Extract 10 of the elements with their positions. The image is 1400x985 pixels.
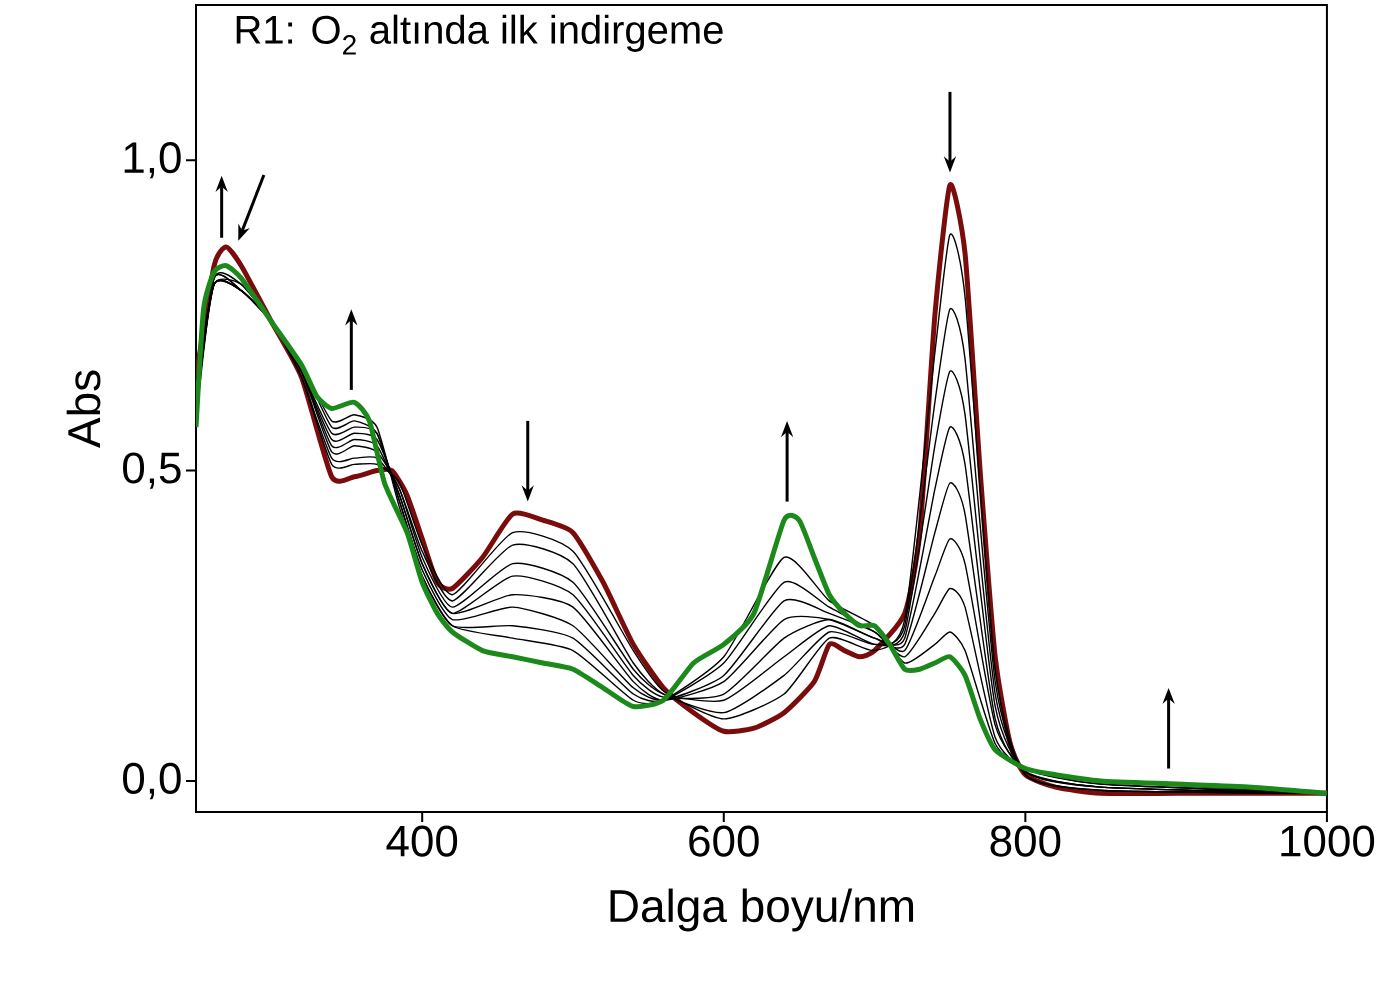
- x-axis-title: Dalga boyu/nm: [610, 888, 914, 932]
- chart-title: R1: O$_{2}$ altında ilk indirgeme: [236, 14, 723, 55]
- y-tick-label: 1,0: [124, 142, 181, 179]
- y-tick-label: 0,0: [123, 762, 181, 800]
- x-tick-label: 400: [386, 825, 458, 857]
- y-tick-label: 0,5: [123, 452, 181, 489]
- x-tick-label: 800: [990, 825, 1061, 857]
- x-tick-label: 1000: [1281, 825, 1375, 857]
- x-tick-label: 600: [689, 825, 759, 857]
- y-axis-title: Abs: [66, 370, 101, 449]
